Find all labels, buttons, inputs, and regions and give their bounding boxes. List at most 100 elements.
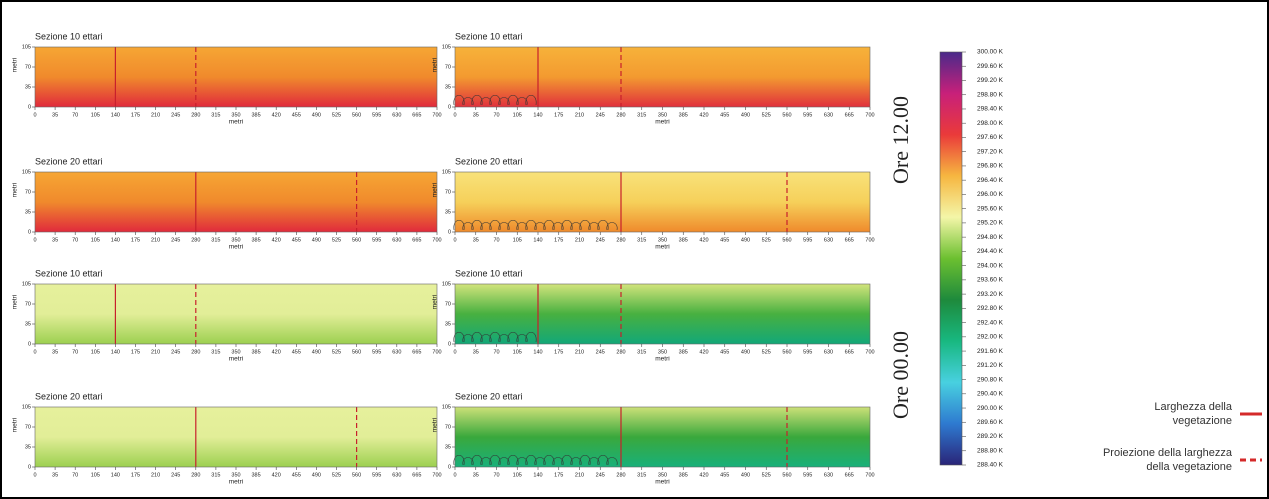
colorbar-tick-label: 289.20 K	[977, 433, 1004, 440]
tree	[516, 222, 528, 231]
x-tick-label: 105	[513, 349, 522, 355]
x-tick-label: 245	[596, 472, 605, 478]
x-tick-label: 175	[554, 349, 563, 355]
tree	[471, 94, 483, 106]
x-tick-label: 420	[699, 112, 708, 118]
x-tick-label: 455	[720, 237, 729, 243]
x-tick-label: 280	[191, 349, 200, 355]
heatmap-field	[35, 172, 437, 232]
x-tick-label: 630	[824, 472, 833, 478]
tree	[606, 457, 618, 466]
x-tick-label: 105	[91, 472, 100, 478]
x-tick-label: 280	[191, 112, 200, 118]
x-tick-label: 420	[272, 112, 281, 118]
x-tick-label: 280	[191, 472, 200, 478]
x-tick-label: 385	[679, 472, 688, 478]
x-tick-label: 350	[658, 237, 667, 243]
x-tick-label: 175	[554, 112, 563, 118]
y-axis-label: metri	[12, 418, 19, 432]
x-axis-label: metri	[229, 356, 243, 363]
x-tick-label: 665	[845, 237, 854, 243]
x-tick-label: 385	[679, 112, 688, 118]
x-tick-label: 385	[252, 472, 261, 478]
x-tick-label: 560	[782, 112, 791, 118]
x-tick-label: 595	[372, 237, 381, 243]
x-tick-label: 35	[52, 472, 58, 478]
tree	[597, 219, 609, 231]
colorbar-tick-label: 294.00 K	[977, 262, 1004, 269]
y-tick-label: 35	[445, 209, 451, 215]
colorbar-tick-label: 298.40 K	[977, 106, 1004, 113]
legend-label: Larghezza della vegetazione	[1154, 401, 1232, 427]
x-tick-label: 210	[575, 472, 584, 478]
x-tick-label: 35	[473, 112, 479, 118]
y-axis-label: metri	[432, 418, 439, 432]
tree	[489, 219, 501, 231]
tree	[453, 219, 465, 231]
x-tick-label: 525	[762, 349, 771, 355]
tree	[462, 334, 474, 343]
panel-title: Sezione 20 ettari	[35, 156, 103, 166]
x-tick-label: 630	[392, 349, 401, 355]
x-tick-label: 280	[616, 237, 625, 243]
tree	[525, 454, 537, 466]
colorbar-tick-label: 290.40 K	[977, 391, 1004, 398]
y-tick-label: 35	[445, 84, 451, 90]
x-tick-label: 385	[252, 112, 261, 118]
colorbar-tick-label: 288.40 K	[977, 462, 1004, 469]
x-tick-label: 210	[151, 237, 160, 243]
x-tick-label: 35	[52, 349, 58, 355]
panel-title: Sezione 10 ettari	[455, 268, 523, 278]
x-tick-label: 105	[513, 112, 522, 118]
x-tick-label: 560	[352, 472, 361, 478]
x-tick-label: 175	[554, 237, 563, 243]
x-tick-label: 630	[392, 112, 401, 118]
heatmap-field	[35, 407, 437, 467]
y-tick-label: 70	[445, 424, 451, 430]
x-tick-label: 175	[131, 112, 140, 118]
x-tick-label: 0	[33, 112, 36, 118]
x-tick-label: 420	[272, 472, 281, 478]
colorbar-tick-label: 299.60 K	[977, 63, 1004, 70]
x-tick-label: 280	[191, 237, 200, 243]
colorbar-tick-label: 298.80 K	[977, 91, 1004, 98]
x-tick-label: 385	[252, 237, 261, 243]
tree	[516, 457, 528, 466]
x-tick-label: 595	[803, 237, 812, 243]
y-tick-label: 70	[445, 301, 451, 307]
x-tick-label: 0	[453, 237, 456, 243]
x-tick-label: 490	[312, 237, 321, 243]
colorbar-tick-label: 294.80 K	[977, 234, 1004, 241]
x-tick-label: 630	[824, 349, 833, 355]
x-tick-label: 175	[554, 472, 563, 478]
x-tick-label: 210	[151, 472, 160, 478]
tree	[588, 457, 600, 466]
y-axis-label: metri	[12, 183, 19, 197]
x-tick-label: 140	[111, 112, 120, 118]
x-axis-label: metri	[655, 119, 669, 126]
tree	[525, 331, 537, 343]
colorbar-tick-label: 292.80 K	[977, 305, 1004, 312]
colorbar-tick-label: 297.60 K	[977, 134, 1004, 141]
y-tick-label: 35	[25, 209, 31, 215]
x-tick-label: 35	[52, 237, 58, 243]
x-tick-label: 490	[741, 349, 750, 355]
x-tick-label: 525	[762, 112, 771, 118]
x-tick-label: 350	[231, 472, 240, 478]
tree	[534, 457, 546, 466]
x-tick-label: 140	[533, 237, 542, 243]
tree	[588, 222, 600, 231]
x-tick-label: 455	[720, 112, 729, 118]
tree	[606, 222, 618, 231]
y-axis-label: metri	[12, 58, 19, 72]
colorbar-tick-label: 298.00 K	[977, 120, 1004, 127]
x-tick-label: 245	[171, 112, 180, 118]
x-tick-label: 665	[412, 237, 421, 243]
y-axis-label: metri	[432, 58, 439, 72]
y-tick-label: 35	[445, 321, 451, 327]
x-tick-label: 595	[372, 112, 381, 118]
tree	[579, 454, 591, 466]
panel-title: Sezione 10 ettari	[455, 31, 523, 41]
time-label: Ore 00.00	[888, 331, 913, 419]
x-tick-label: 665	[845, 112, 854, 118]
